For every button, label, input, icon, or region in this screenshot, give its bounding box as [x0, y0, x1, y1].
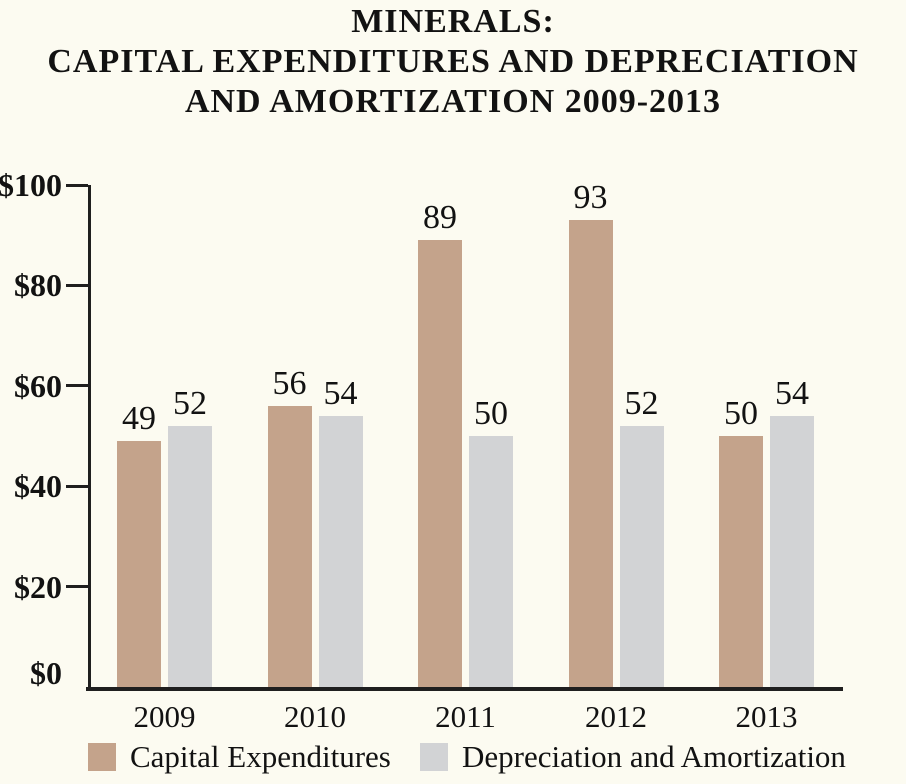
- bar-depreciation-and-amortization-2013: [770, 415, 814, 687]
- x-axis-label-2010: 2010: [284, 699, 346, 734]
- bar-value-label-capital-expenditures-2010: 56: [272, 364, 307, 402]
- bar-capital-expenditures-2010: [267, 405, 312, 687]
- legend-item-depreciation-amortization: Depreciation and Amortization: [420, 741, 846, 773]
- y-axis-tick-40: [66, 484, 88, 488]
- bar-depreciation-and-amortization-2012: [619, 425, 664, 687]
- bar-value-label-depreciation-and-amortization-2010: 54: [323, 374, 358, 412]
- y-axis-tick-80: [66, 283, 88, 287]
- y-axis-label-40: $40: [14, 468, 62, 505]
- bar-value-label-capital-expenditures-2013: 50: [724, 395, 758, 432]
- y-axis-tick-60: [66, 384, 88, 388]
- chart-title-line-1: MINERALS:: [351, 3, 555, 40]
- chart-title-line-2: CAPITAL EXPENDITURES AND DEPRECIATION: [47, 43, 859, 80]
- x-axis-label-2009: 2009: [133, 699, 196, 734]
- bar-depreciation-and-amortization-2010: [318, 415, 363, 687]
- bar-value-label-depreciation-and-amortization-2013: 54: [775, 374, 809, 412]
- bar-value-label-capital-expenditures-2012: 93: [573, 179, 608, 217]
- legend-item-capital-expenditures: Capital Expenditures: [88, 741, 391, 773]
- legend-label-capital-expenditures: Capital Expenditures: [130, 739, 391, 774]
- x-axis-label-2013: 2013: [735, 699, 798, 734]
- x-axis-baseline: [86, 687, 843, 691]
- bar-depreciation-and-amortization-2009: [168, 425, 212, 687]
- y-axis-line: [88, 185, 91, 691]
- y-axis-label-60: $60: [14, 367, 62, 404]
- y-axis-label-0: $0: [30, 655, 62, 691]
- x-axis-label-2011: 2011: [435, 699, 496, 734]
- chart-plot-area: $0 $20 $40 $60 $80 $100 49 52 2009 56 54 2010 89 50 20…: [0, 169, 843, 734]
- bar-value-label-depreciation-and-amortization-2011: 50: [474, 395, 508, 432]
- y-axis-label-100: $100: [0, 167, 62, 203]
- legend-swatch-depreciation-amortization: [420, 743, 448, 771]
- chart-title: MINERALS: CAPITAL EXPENDITURES AND DEPRE…: [0, 2, 906, 122]
- x-axis-label-2012: 2012: [585, 699, 647, 734]
- chart-title-line-3: AND AMORTIZATION 2009-2013: [184, 83, 722, 120]
- bar-capital-expenditures-2012: [568, 220, 613, 687]
- bar-value-label-depreciation-and-amortization-2012: 52: [624, 384, 659, 422]
- bar-value-label-capital-expenditures-2009: 49: [122, 400, 156, 438]
- bar-capital-expenditures-2009: [117, 441, 161, 687]
- legend-swatch-capital-expenditures: [88, 743, 116, 771]
- bar-depreciation-and-amortization-2011: [469, 436, 513, 687]
- y-axis-label-80: $80: [14, 267, 62, 304]
- y-axis-tick-20: [66, 585, 88, 589]
- bar-capital-expenditures-2011: [418, 240, 462, 687]
- y-axis-label-20: $20: [14, 568, 62, 605]
- legend-label-depreciation-amortization: Depreciation and Amortization: [462, 739, 846, 774]
- y-axis-tick-100: [66, 183, 88, 187]
- chart-legend: Capital Expenditures Depreciation and Am…: [0, 741, 906, 773]
- bar-capital-expenditures-2013: [719, 436, 763, 687]
- bar-value-label-depreciation-and-amortization-2009: 52: [173, 384, 207, 422]
- bar-value-label-capital-expenditures-2011: 89: [423, 199, 457, 237]
